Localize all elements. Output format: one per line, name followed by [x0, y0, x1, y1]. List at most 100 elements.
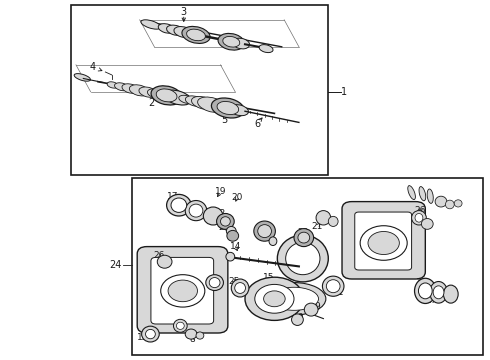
- Text: 21: 21: [312, 222, 323, 231]
- Ellipse shape: [322, 276, 344, 296]
- Ellipse shape: [74, 73, 91, 81]
- Ellipse shape: [223, 36, 240, 47]
- Ellipse shape: [454, 200, 462, 207]
- Ellipse shape: [316, 211, 331, 225]
- Ellipse shape: [412, 211, 426, 225]
- Circle shape: [168, 280, 197, 302]
- Text: 13: 13: [200, 259, 212, 268]
- Ellipse shape: [435, 196, 447, 207]
- Ellipse shape: [218, 33, 245, 50]
- Ellipse shape: [415, 278, 436, 303]
- Bar: [71, 5, 328, 175]
- Ellipse shape: [185, 96, 205, 107]
- Text: 23: 23: [261, 230, 273, 239]
- FancyBboxPatch shape: [342, 202, 425, 279]
- Ellipse shape: [430, 282, 447, 303]
- Circle shape: [360, 226, 407, 260]
- Text: 17: 17: [167, 192, 178, 201]
- Ellipse shape: [217, 102, 239, 114]
- Text: 18: 18: [180, 200, 192, 209]
- Ellipse shape: [298, 232, 310, 243]
- Ellipse shape: [196, 332, 204, 339]
- Ellipse shape: [220, 217, 230, 226]
- Ellipse shape: [233, 38, 249, 49]
- Ellipse shape: [259, 45, 273, 53]
- Ellipse shape: [142, 326, 159, 342]
- Ellipse shape: [408, 186, 416, 199]
- Text: 22: 22: [214, 209, 225, 217]
- Text: 18: 18: [416, 278, 427, 287]
- Ellipse shape: [427, 189, 433, 203]
- Text: 9: 9: [315, 302, 320, 311]
- Text: 1: 1: [342, 87, 347, 97]
- Ellipse shape: [167, 194, 191, 216]
- Text: 4: 4: [90, 62, 96, 72]
- Ellipse shape: [294, 229, 314, 247]
- Circle shape: [264, 291, 285, 307]
- Ellipse shape: [197, 97, 226, 112]
- Circle shape: [255, 284, 294, 313]
- Ellipse shape: [146, 329, 155, 339]
- Text: 8: 8: [189, 335, 195, 343]
- Text: 11: 11: [333, 288, 345, 297]
- Text: 25: 25: [228, 277, 240, 286]
- Ellipse shape: [286, 242, 320, 275]
- Ellipse shape: [185, 201, 207, 221]
- Ellipse shape: [415, 213, 423, 222]
- Ellipse shape: [226, 226, 236, 236]
- Text: 14: 14: [229, 242, 241, 251]
- Ellipse shape: [269, 237, 277, 246]
- Text: 20: 20: [297, 228, 309, 237]
- Ellipse shape: [211, 98, 245, 118]
- Text: 2: 2: [148, 98, 154, 108]
- Text: 21: 21: [220, 216, 232, 225]
- Ellipse shape: [192, 96, 215, 109]
- Ellipse shape: [277, 235, 328, 282]
- Circle shape: [161, 275, 205, 307]
- Bar: [132, 178, 483, 355]
- Text: 10: 10: [293, 313, 305, 322]
- Ellipse shape: [115, 83, 128, 91]
- Text: 5: 5: [221, 114, 227, 125]
- Ellipse shape: [129, 85, 149, 96]
- Ellipse shape: [151, 86, 182, 105]
- Ellipse shape: [206, 275, 223, 291]
- Ellipse shape: [157, 255, 172, 268]
- FancyBboxPatch shape: [355, 212, 412, 270]
- Ellipse shape: [179, 95, 194, 103]
- Ellipse shape: [171, 198, 187, 212]
- Ellipse shape: [182, 26, 210, 44]
- Text: 15: 15: [263, 274, 274, 282]
- Ellipse shape: [147, 89, 164, 98]
- Text: 3: 3: [181, 6, 187, 17]
- Ellipse shape: [156, 89, 177, 102]
- FancyBboxPatch shape: [151, 257, 214, 324]
- Ellipse shape: [292, 314, 303, 325]
- Ellipse shape: [167, 25, 184, 35]
- Ellipse shape: [445, 200, 454, 209]
- Ellipse shape: [176, 322, 184, 329]
- Ellipse shape: [164, 90, 191, 105]
- Text: 7: 7: [174, 318, 180, 327]
- Text: 26: 26: [415, 206, 426, 215]
- Ellipse shape: [328, 216, 338, 226]
- Text: 16: 16: [390, 248, 402, 257]
- Ellipse shape: [226, 252, 235, 261]
- Ellipse shape: [139, 87, 157, 97]
- Ellipse shape: [185, 329, 197, 339]
- Ellipse shape: [189, 204, 203, 217]
- Ellipse shape: [203, 207, 223, 225]
- Ellipse shape: [262, 283, 326, 315]
- Ellipse shape: [443, 285, 458, 303]
- Text: 20: 20: [231, 194, 243, 202]
- Ellipse shape: [433, 286, 444, 299]
- Ellipse shape: [227, 230, 239, 241]
- Ellipse shape: [419, 186, 426, 201]
- Ellipse shape: [174, 27, 193, 37]
- Ellipse shape: [158, 24, 175, 33]
- Text: 19: 19: [304, 259, 316, 268]
- Text: 24: 24: [109, 260, 122, 270]
- Ellipse shape: [418, 283, 432, 299]
- Ellipse shape: [254, 221, 275, 241]
- Ellipse shape: [304, 303, 318, 316]
